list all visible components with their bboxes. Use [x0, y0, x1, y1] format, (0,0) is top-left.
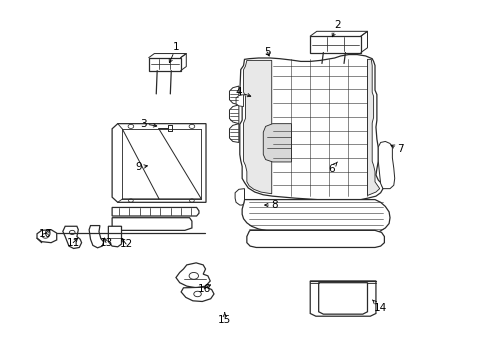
Polygon shape [112, 123, 205, 202]
Polygon shape [108, 226, 121, 247]
Polygon shape [243, 60, 271, 194]
Polygon shape [181, 287, 214, 302]
Polygon shape [89, 226, 103, 248]
Text: 11: 11 [66, 238, 80, 248]
Polygon shape [229, 123, 238, 143]
Polygon shape [176, 263, 210, 288]
Polygon shape [112, 207, 199, 216]
Text: 4: 4 [235, 87, 250, 97]
Text: 9: 9 [135, 162, 147, 172]
Polygon shape [235, 189, 244, 205]
Polygon shape [112, 218, 191, 230]
Polygon shape [62, 226, 81, 248]
Polygon shape [229, 86, 238, 105]
Polygon shape [367, 59, 379, 195]
Text: 2: 2 [331, 20, 340, 37]
Text: 3: 3 [140, 119, 157, 129]
Polygon shape [309, 36, 360, 53]
Text: 7: 7 [390, 144, 403, 154]
Polygon shape [246, 230, 384, 247]
Polygon shape [318, 283, 367, 314]
Polygon shape [263, 123, 291, 162]
Text: 14: 14 [372, 300, 386, 312]
Polygon shape [309, 281, 375, 316]
Text: 15: 15 [218, 312, 231, 325]
Polygon shape [242, 199, 389, 235]
Polygon shape [378, 141, 394, 189]
Polygon shape [37, 230, 57, 243]
Text: 5: 5 [263, 47, 270, 57]
Text: 16: 16 [197, 284, 210, 293]
Polygon shape [229, 105, 238, 123]
Text: 10: 10 [39, 229, 51, 239]
Text: 12: 12 [120, 238, 133, 249]
Text: 1: 1 [169, 42, 180, 63]
Text: 13: 13 [99, 238, 112, 248]
Text: 8: 8 [264, 200, 277, 210]
Polygon shape [148, 58, 180, 71]
Polygon shape [236, 95, 243, 107]
Polygon shape [239, 55, 382, 199]
Text: 6: 6 [327, 162, 337, 174]
